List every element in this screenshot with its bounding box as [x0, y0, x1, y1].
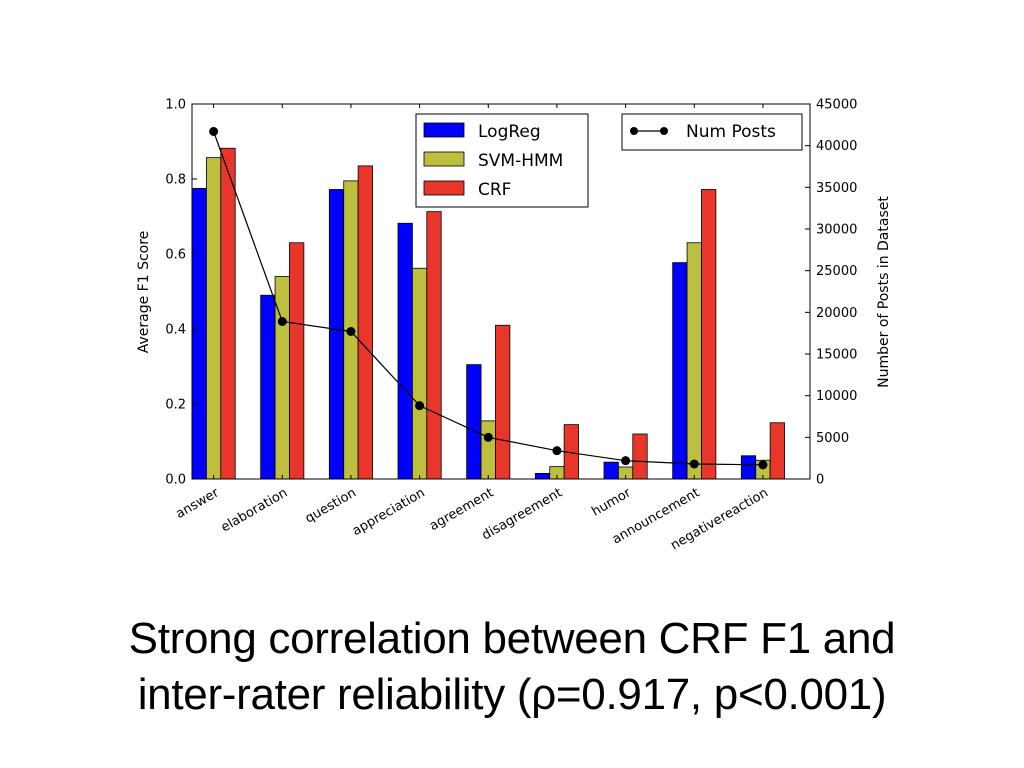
bar-crf-question — [357, 165, 373, 480]
legend-swatch-crf — [423, 180, 465, 196]
point-num-posts-humor — [621, 456, 631, 466]
point-num-posts-negativereaction — [758, 460, 768, 470]
bar-logreg-answer — [191, 187, 207, 480]
y2-tick-label: 40000 — [816, 139, 857, 154]
y2-tick-label: 45000 — [816, 98, 857, 113]
y2-tick-label: 30000 — [816, 223, 857, 238]
y-tick-label: 0.0 — [165, 473, 186, 488]
y2-tick-label: 35000 — [816, 181, 857, 196]
y-axis-label: Average F1 Score — [136, 231, 152, 354]
y2-tick-label: 25000 — [816, 264, 857, 279]
legend-swatch-logreg — [423, 122, 465, 138]
bar-logreg-announcement — [672, 262, 688, 480]
legend-label-num-posts: Num Posts — [686, 122, 776, 142]
legend-marker-right — [660, 127, 668, 135]
bar-svm-hmm-announcement — [686, 242, 702, 480]
y-tick-label: 1.0 — [165, 98, 186, 113]
point-num-posts-elaboration — [277, 317, 287, 326]
point-num-posts-answer — [209, 127, 219, 136]
x-tick-label-appreciation: appreciation — [350, 485, 428, 539]
legend-swatch-svm-hmm — [423, 151, 465, 167]
point-num-posts-appreciation — [415, 401, 425, 411]
y2-tick-label: 10000 — [816, 389, 857, 404]
bar-crf-answer — [220, 147, 236, 480]
bar-logreg-negativereaction — [740, 455, 757, 480]
bar-crf-elaboration — [289, 242, 305, 480]
x-tick-label-humor: humor — [589, 485, 634, 520]
x-tick-label-elaboration: elaboration — [219, 485, 291, 535]
caption-line-1: Strong correlation between CRF F1 and — [128, 614, 896, 663]
bar-svm-hmm-appreciation — [411, 267, 428, 480]
bar-svm-hmm-answer — [205, 157, 222, 480]
point-num-posts-disagreement — [552, 446, 562, 456]
y-tick-label: 0.2 — [165, 398, 186, 413]
y2-tick-label: 15000 — [816, 348, 857, 363]
y-tick-label: 0.6 — [165, 248, 186, 263]
bar-crf-appreciation — [426, 211, 442, 480]
line-legend-frame — [621, 113, 803, 151]
bar-crf-agreement — [495, 324, 511, 480]
plot-frame — [191, 103, 811, 480]
x-tick-label-question: question — [303, 485, 359, 526]
bar-svm-hmm-agreement — [480, 420, 496, 480]
bar-logreg-humor — [603, 461, 619, 480]
caption-line-2: inter-rater reliability (ρ=0.917, p<0.00… — [137, 670, 887, 719]
bar-logreg-appreciation — [397, 222, 413, 480]
bar-logreg-agreement — [466, 364, 482, 480]
bar-crf-negativereaction — [769, 422, 785, 480]
bar-logreg-question — [328, 189, 345, 480]
line-legend: Num Posts — [621, 113, 803, 151]
legend-label-logreg: LogReg — [478, 122, 541, 142]
point-num-posts-question — [346, 327, 356, 336]
y2-tick-label: 0 — [816, 473, 824, 488]
y2-axis-label: Number of Posts in Dataset — [876, 196, 892, 388]
bar-logreg-elaboration — [260, 294, 276, 480]
bar-logreg-disagreement — [534, 472, 551, 480]
y-tick-label: 0.4 — [165, 323, 186, 338]
bar-legend: LogReg SVM-HMM CRF — [415, 113, 589, 208]
bar-crf-humor — [632, 433, 648, 480]
y2-tick-label: 5000 — [816, 431, 849, 446]
line-layer — [209, 127, 768, 470]
y2-tick-label: 20000 — [816, 306, 857, 321]
legend-marker-left — [630, 127, 638, 135]
x-tick-label-answer: answer — [173, 485, 222, 522]
legend-label-svm-hmm: SVM-HMM — [478, 151, 563, 171]
bar-crf-announcement — [701, 189, 717, 480]
point-num-posts-announcement — [689, 459, 699, 469]
legend-label-crf: CRF — [478, 180, 511, 200]
y-tick-label: 0.8 — [165, 173, 186, 188]
point-num-posts-agreement — [483, 432, 493, 442]
